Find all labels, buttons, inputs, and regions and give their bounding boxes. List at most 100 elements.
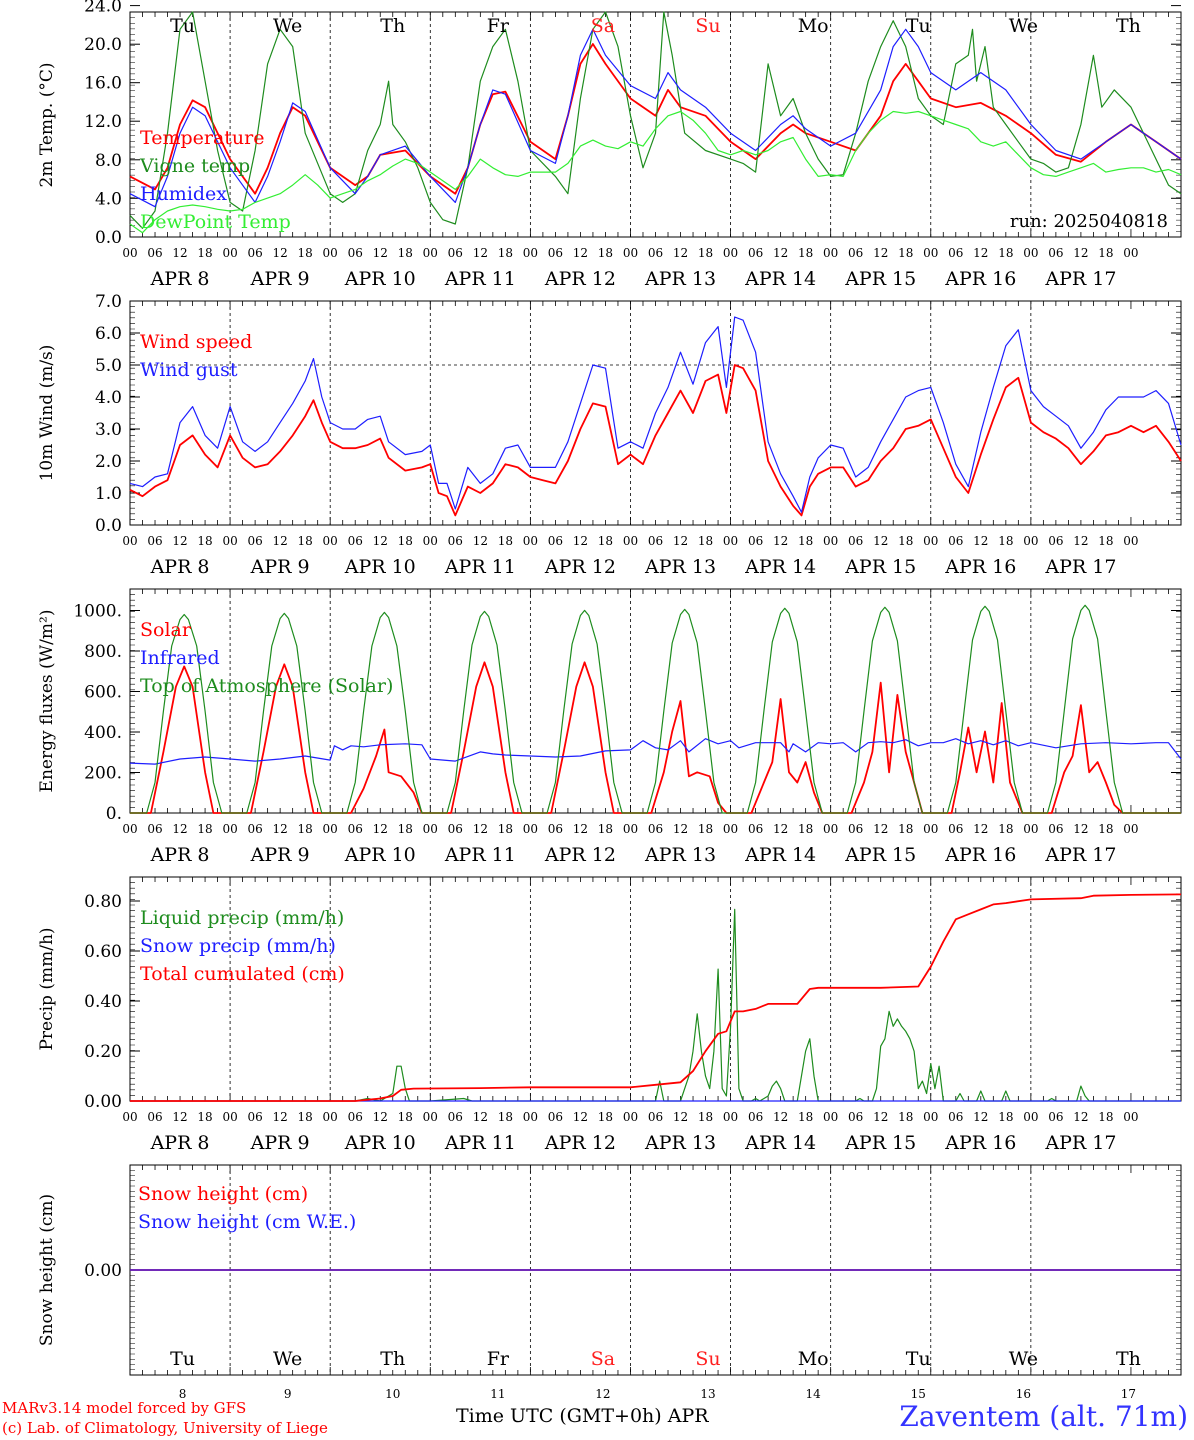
hour-tick-label: 12 [773, 534, 788, 548]
y-tick-label: 12.0 [84, 112, 122, 132]
y-axis-label: 10m Wind (m/s) [37, 345, 57, 482]
hour-tick-label: 00 [523, 246, 538, 260]
hour-tick-label: 18 [398, 246, 413, 260]
hour-tick-label: 06 [948, 534, 963, 548]
hour-tick-label: 00 [923, 822, 938, 836]
hour-tick-label: 12 [172, 1110, 187, 1124]
hour-tick-label: 00 [423, 822, 438, 836]
hour-tick-label: 18 [197, 822, 212, 836]
legend-entry: Wind gust [140, 359, 238, 381]
hour-tick-label: 06 [948, 246, 963, 260]
date-label: APR 13 [644, 844, 716, 866]
hour-tick-label: 12 [973, 246, 988, 260]
hour-tick-label: 12 [172, 534, 187, 548]
hour-tick-label: 12 [573, 534, 588, 548]
y-tick-label: 24.0 [84, 0, 122, 17]
y-tick-label: 400. [84, 723, 122, 743]
hour-tick-label: 00 [122, 822, 137, 836]
hour-tick-label: 12 [1073, 822, 1088, 836]
hour-tick-label: 00 [523, 822, 538, 836]
hour-tick-label: 18 [798, 534, 813, 548]
hour-tick-label: 18 [698, 1110, 713, 1124]
date-label: APR 12 [544, 1132, 616, 1154]
date-label: APR 15 [844, 1132, 916, 1154]
hour-tick-label: 00 [1023, 246, 1038, 260]
series-line [129, 738, 1182, 765]
date-label: APR 11 [444, 1132, 516, 1154]
hour-tick-label: 00 [723, 534, 738, 548]
date-label: APR 8 [150, 556, 210, 578]
hour-tick-label: 18 [498, 822, 513, 836]
hour-tick-label: 06 [1048, 534, 1063, 548]
date-label: APR 8 [150, 1132, 210, 1154]
date-label: APR 16 [944, 556, 1016, 578]
hour-tick-label: 06 [348, 534, 363, 548]
weekday-label: Mo [798, 15, 829, 37]
hour-tick-label: 06 [848, 822, 863, 836]
legend-entry: Snow height (cm W.E.) [138, 1211, 356, 1233]
hour-tick-label: 18 [598, 1110, 613, 1124]
hour-tick-label: 18 [898, 246, 913, 260]
hour-tick-label: 12 [673, 246, 688, 260]
model-credit: MARv3.14 model forced by GFS [2, 1399, 247, 1417]
hour-tick-label: 18 [1098, 246, 1113, 260]
hour-tick-label: 06 [648, 246, 663, 260]
hour-tick-label: 00 [723, 246, 738, 260]
date-label: APR 10 [344, 1132, 416, 1154]
hour-tick-label: 00 [423, 534, 438, 548]
hour-tick-label: 00 [222, 534, 237, 548]
hour-tick-label: 00 [323, 1110, 338, 1124]
weekday-label-bottom: Th [1116, 1348, 1141, 1370]
weekday-label: Th [1116, 15, 1141, 37]
legend-entry: DewPoint Temp [140, 211, 291, 233]
hour-tick-label: 00 [122, 246, 137, 260]
date-label: APR 8 [150, 268, 210, 290]
legend-entry: Top of Atmosphere (Solar) [140, 675, 393, 697]
hour-tick-label: 00 [623, 534, 638, 548]
weekday-label-bottom: Mo [798, 1348, 829, 1370]
hour-tick-label: 18 [998, 1110, 1013, 1124]
hour-tick-label: 12 [973, 534, 988, 548]
x-ticks [129, 12, 1182, 237]
series-line [129, 28, 1182, 208]
hour-tick-label: 06 [748, 246, 763, 260]
hour-tick-label: 18 [298, 1110, 313, 1124]
hour-tick-label: 00 [823, 822, 838, 836]
hour-tick-label: 18 [598, 246, 613, 260]
hour-tick-label: 00 [222, 1110, 237, 1124]
y-tick-label: 5.0 [95, 356, 122, 376]
date-label: APR 11 [444, 556, 516, 578]
weekday-label-bottom: Su [695, 1348, 720, 1370]
date-label: APR 12 [544, 844, 616, 866]
hour-tick-label: 12 [172, 822, 187, 836]
hour-tick-label: 00 [923, 246, 938, 260]
hour-tick-label: 00 [923, 534, 938, 548]
series-line [129, 43, 1182, 195]
y-tick-label: 7.0 [95, 292, 122, 312]
hour-tick-label: 00 [1023, 534, 1038, 548]
hour-tick-label: 06 [247, 246, 262, 260]
weekday-label: Tu [906, 15, 931, 37]
hour-tick-label: 06 [247, 1110, 262, 1124]
hour-tick-label: 12 [473, 822, 488, 836]
hour-tick-label: 18 [998, 534, 1013, 548]
x-ticks [129, 877, 1182, 1101]
hour-tick-label: 06 [648, 822, 663, 836]
panel-5 [129, 1164, 1182, 1376]
y-tick-label: 600. [84, 683, 122, 703]
y-tick-label: 8.0 [95, 151, 122, 171]
hour-tick-label: 12 [473, 534, 488, 548]
hour-tick-label: 18 [197, 534, 212, 548]
hour-tick-label: 00 [1023, 822, 1038, 836]
date-label: APR 11 [444, 844, 516, 866]
hour-tick-label: 00 [623, 1110, 638, 1124]
hour-tick-label: 00 [323, 822, 338, 836]
date-label: APR 10 [344, 556, 416, 578]
hour-tick-label: 06 [348, 822, 363, 836]
hour-tick-label: 18 [698, 822, 713, 836]
series-line [129, 11, 1182, 229]
hour-tick-label: 06 [448, 1110, 463, 1124]
hour-tick-label: 18 [698, 534, 713, 548]
hour-tick-label: 00 [523, 1110, 538, 1124]
